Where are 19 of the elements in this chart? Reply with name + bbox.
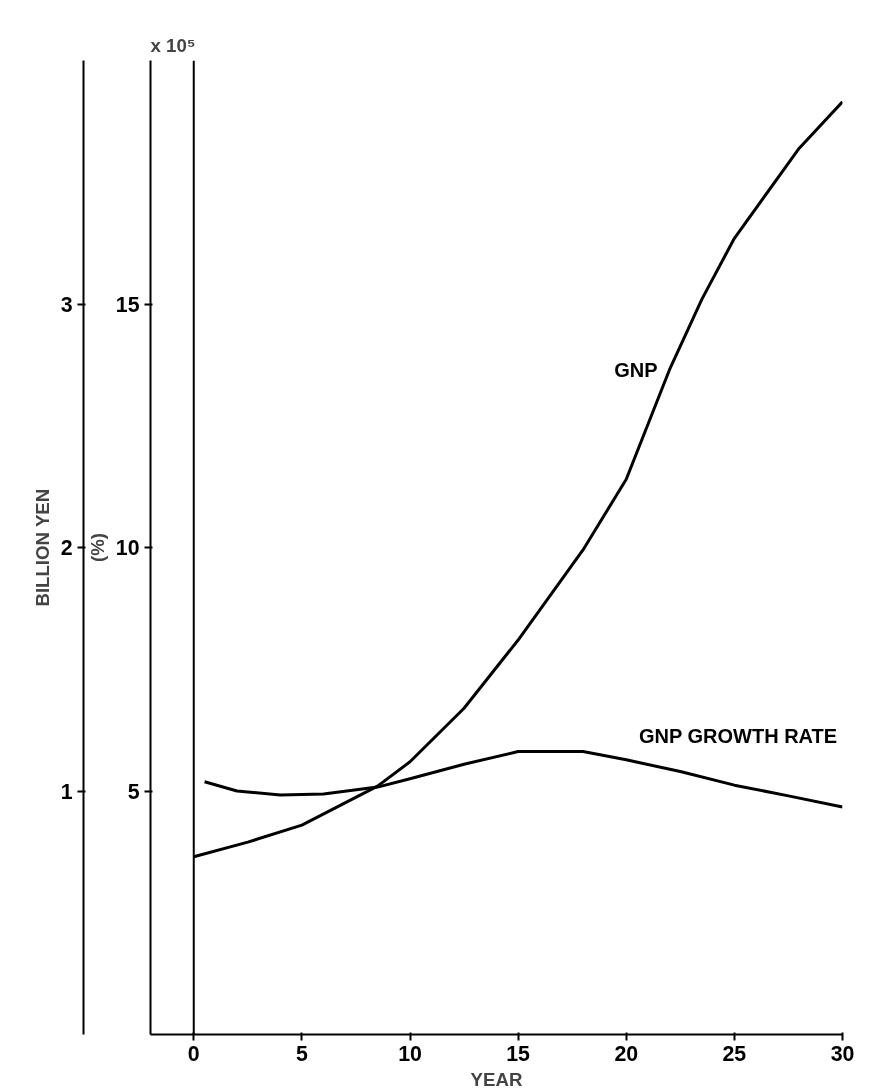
y-axis-title: BILLION YEN — [31, 488, 53, 607]
y2-axis-title: (%) — [86, 532, 108, 563]
y-tick-label: 1 — [60, 779, 73, 804]
y2-tick-label: 10 — [115, 536, 140, 560]
x-axis-title: YEAR — [470, 1068, 523, 1090]
y-tick-label: 2 — [60, 536, 73, 560]
y2-tick-label: 5 — [127, 779, 140, 804]
x-tick-label: 30 — [830, 1041, 855, 1066]
x-tick-label: 10 — [398, 1041, 422, 1066]
x-tick-label: 20 — [614, 1041, 639, 1066]
y2-tick-label: 15 — [115, 292, 140, 317]
series-label: GNP GROWTH RATE — [638, 725, 838, 748]
text: x 10⁵ — [150, 34, 196, 56]
series-label: GNP — [614, 358, 658, 381]
y-tick-label: 3 — [60, 292, 73, 317]
x-tick-label: 5 — [295, 1041, 308, 1066]
x-tick-label: 25 — [722, 1041, 747, 1066]
x-tick-label: 0 — [187, 1041, 200, 1066]
x-tick-label: 15 — [506, 1041, 531, 1066]
